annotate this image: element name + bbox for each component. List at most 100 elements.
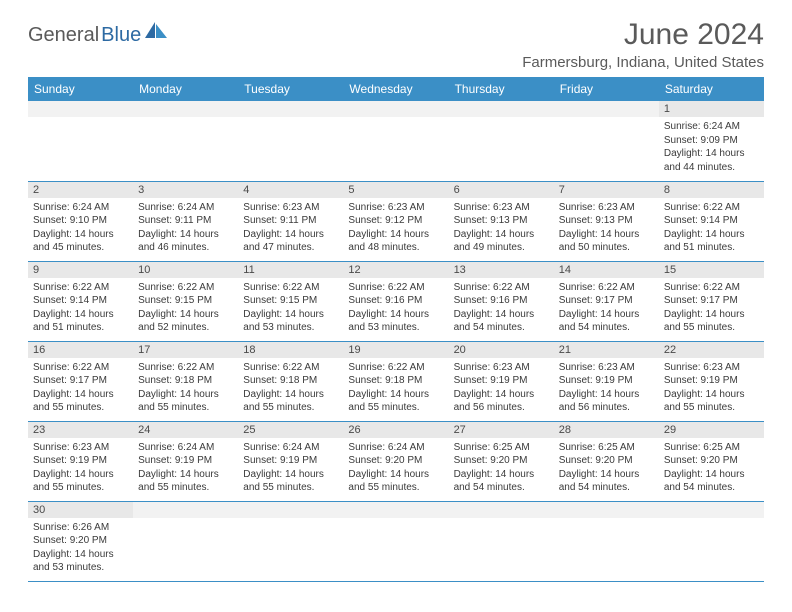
calendar-day-cell: 19Sunrise: 6:22 AMSunset: 9:18 PMDayligh… [343,341,448,421]
calendar-day-cell: 6Sunrise: 6:23 AMSunset: 9:13 PMDaylight… [449,181,554,261]
day-number: 30 [28,502,133,518]
calendar-empty-cell: . [449,101,554,181]
calendar-empty-cell: . [238,501,343,581]
logo: GeneralBlue [28,22,167,48]
day-number: 29 [659,422,764,438]
calendar-day-cell: 5Sunrise: 6:23 AMSunset: 9:12 PMDaylight… [343,181,448,261]
day-content: Sunrise: 6:23 AMSunset: 9:19 PMDaylight:… [28,438,133,498]
day-number: 7 [554,182,659,198]
day-content: Sunrise: 6:23 AMSunset: 9:19 PMDaylight:… [449,358,554,418]
calendar-empty-cell: . [133,101,238,181]
calendar-header-row: SundayMondayTuesdayWednesdayThursdayFrid… [28,77,764,101]
calendar-day-cell: 12Sunrise: 6:22 AMSunset: 9:16 PMDayligh… [343,261,448,341]
calendar-empty-cell: . [554,101,659,181]
calendar-day-cell: 18Sunrise: 6:22 AMSunset: 9:18 PMDayligh… [238,341,343,421]
day-content: Sunrise: 6:23 AMSunset: 9:19 PMDaylight:… [554,358,659,418]
calendar-empty-cell: . [343,101,448,181]
day-content: Sunrise: 6:22 AMSunset: 9:16 PMDaylight:… [449,278,554,338]
calendar-empty-cell: . [133,501,238,581]
calendar-body: ......1Sunrise: 6:24 AMSunset: 9:09 PMDa… [28,101,764,581]
calendar-day-cell: 28Sunrise: 6:25 AMSunset: 9:20 PMDayligh… [554,421,659,501]
calendar-day-cell: 11Sunrise: 6:22 AMSunset: 9:15 PMDayligh… [238,261,343,341]
calendar-day-cell: 30Sunrise: 6:26 AMSunset: 9:20 PMDayligh… [28,501,133,581]
calendar-column-header: Saturday [659,77,764,101]
day-content: Sunrise: 6:23 AMSunset: 9:19 PMDaylight:… [659,358,764,418]
day-number: 12 [343,262,448,278]
day-number: 23 [28,422,133,438]
calendar-day-cell: 3Sunrise: 6:24 AMSunset: 9:11 PMDaylight… [133,181,238,261]
day-content: Sunrise: 6:23 AMSunset: 9:11 PMDaylight:… [238,198,343,258]
day-content: Sunrise: 6:26 AMSunset: 9:20 PMDaylight:… [28,518,133,578]
day-content: Sunrise: 6:22 AMSunset: 9:17 PMDaylight:… [28,358,133,418]
month-title: June 2024 [522,18,764,52]
header: GeneralBlue June 2024 Farmersburg, India… [28,18,764,71]
location: Farmersburg, Indiana, United States [522,54,764,71]
day-content: Sunrise: 6:22 AMSunset: 9:17 PMDaylight:… [659,278,764,338]
day-number: 18 [238,342,343,358]
day-content: Sunrise: 6:22 AMSunset: 9:17 PMDaylight:… [554,278,659,338]
day-number: 15 [659,262,764,278]
day-number: 13 [449,262,554,278]
calendar-empty-cell: . [449,501,554,581]
calendar-day-cell: 22Sunrise: 6:23 AMSunset: 9:19 PMDayligh… [659,341,764,421]
calendar-column-header: Monday [133,77,238,101]
calendar-day-cell: 9Sunrise: 6:22 AMSunset: 9:14 PMDaylight… [28,261,133,341]
day-content: Sunrise: 6:22 AMSunset: 9:15 PMDaylight:… [238,278,343,338]
day-content: Sunrise: 6:22 AMSunset: 9:14 PMDaylight:… [659,198,764,258]
day-content: Sunrise: 6:22 AMSunset: 9:18 PMDaylight:… [133,358,238,418]
calendar-day-cell: 2Sunrise: 6:24 AMSunset: 9:10 PMDaylight… [28,181,133,261]
day-number: 16 [28,342,133,358]
day-number: 19 [343,342,448,358]
calendar-empty-cell: . [659,501,764,581]
day-number: 20 [449,342,554,358]
logo-text-general: General [28,24,99,47]
day-content: Sunrise: 6:22 AMSunset: 9:18 PMDaylight:… [343,358,448,418]
day-content: Sunrise: 6:23 AMSunset: 9:12 PMDaylight:… [343,198,448,258]
calendar-row: 23Sunrise: 6:23 AMSunset: 9:19 PMDayligh… [28,421,764,501]
calendar-day-cell: 24Sunrise: 6:24 AMSunset: 9:19 PMDayligh… [133,421,238,501]
day-number: 8 [659,182,764,198]
day-content: Sunrise: 6:22 AMSunset: 9:14 PMDaylight:… [28,278,133,338]
calendar-day-cell: 25Sunrise: 6:24 AMSunset: 9:19 PMDayligh… [238,421,343,501]
calendar-day-cell: 21Sunrise: 6:23 AMSunset: 9:19 PMDayligh… [554,341,659,421]
logo-text-blue: Blue [101,24,141,47]
day-content: Sunrise: 6:24 AMSunset: 9:11 PMDaylight:… [133,198,238,258]
calendar-day-cell: 1Sunrise: 6:24 AMSunset: 9:09 PMDaylight… [659,101,764,181]
calendar-day-cell: 4Sunrise: 6:23 AMSunset: 9:11 PMDaylight… [238,181,343,261]
calendar-empty-cell: . [28,101,133,181]
calendar-column-header: Sunday [28,77,133,101]
calendar-empty-cell: . [238,101,343,181]
calendar-day-cell: 20Sunrise: 6:23 AMSunset: 9:19 PMDayligh… [449,341,554,421]
day-content: Sunrise: 6:25 AMSunset: 9:20 PMDaylight:… [449,438,554,498]
day-content: Sunrise: 6:25 AMSunset: 9:20 PMDaylight:… [659,438,764,498]
calendar-row: 30Sunrise: 6:26 AMSunset: 9:20 PMDayligh… [28,501,764,581]
day-content: Sunrise: 6:22 AMSunset: 9:16 PMDaylight:… [343,278,448,338]
day-content: Sunrise: 6:24 AMSunset: 9:20 PMDaylight:… [343,438,448,498]
calendar-day-cell: 17Sunrise: 6:22 AMSunset: 9:18 PMDayligh… [133,341,238,421]
calendar-day-cell: 15Sunrise: 6:22 AMSunset: 9:17 PMDayligh… [659,261,764,341]
day-content: Sunrise: 6:23 AMSunset: 9:13 PMDaylight:… [554,198,659,258]
day-number: 4 [238,182,343,198]
day-number: 2 [28,182,133,198]
day-content: Sunrise: 6:25 AMSunset: 9:20 PMDaylight:… [554,438,659,498]
calendar-column-header: Wednesday [343,77,448,101]
calendar-day-cell: 26Sunrise: 6:24 AMSunset: 9:20 PMDayligh… [343,421,448,501]
calendar-column-header: Thursday [449,77,554,101]
calendar-day-cell: 10Sunrise: 6:22 AMSunset: 9:15 PMDayligh… [133,261,238,341]
calendar-empty-cell: . [554,501,659,581]
day-number: 11 [238,262,343,278]
sail-icon [145,22,167,40]
calendar-day-cell: 14Sunrise: 6:22 AMSunset: 9:17 PMDayligh… [554,261,659,341]
day-number: 22 [659,342,764,358]
calendar-row: 2Sunrise: 6:24 AMSunset: 9:10 PMDaylight… [28,181,764,261]
calendar-day-cell: 29Sunrise: 6:25 AMSunset: 9:20 PMDayligh… [659,421,764,501]
calendar-day-cell: 27Sunrise: 6:25 AMSunset: 9:20 PMDayligh… [449,421,554,501]
day-content: Sunrise: 6:24 AMSunset: 9:09 PMDaylight:… [659,117,764,177]
calendar-column-header: Friday [554,77,659,101]
day-number: 17 [133,342,238,358]
calendar-row: 16Sunrise: 6:22 AMSunset: 9:17 PMDayligh… [28,341,764,421]
day-number: 1 [659,101,764,117]
day-number: 25 [238,422,343,438]
day-number: 21 [554,342,659,358]
day-number: 6 [449,182,554,198]
